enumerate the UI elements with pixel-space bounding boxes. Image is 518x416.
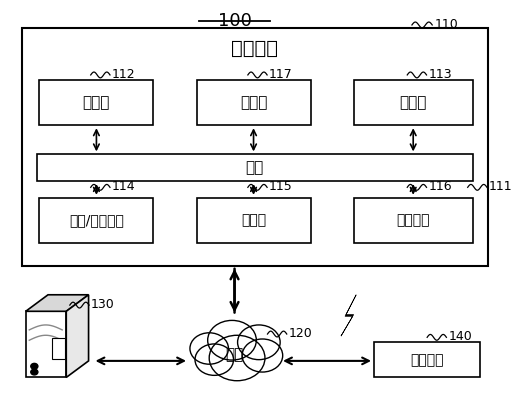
Text: 115: 115 [269,181,293,193]
Bar [52,338,65,359]
Bar [354,198,473,243]
Circle shape [242,339,283,372]
Bar [37,154,473,181]
Circle shape [31,369,38,375]
Text: 电子设备: 电子设备 [410,353,444,367]
Text: 网络: 网络 [225,347,243,362]
Bar [354,80,473,125]
Text: 113: 113 [428,68,452,81]
Text: 100: 100 [218,12,251,30]
Polygon shape [26,311,66,377]
Text: 120: 120 [289,327,312,340]
Circle shape [208,320,256,360]
Bar [39,80,153,125]
Text: 总线: 总线 [246,160,264,175]
Text: 物理键: 物理键 [240,95,267,110]
Text: 输入/输出模块: 输入/输出模块 [69,213,124,228]
Text: 116: 116 [428,181,452,193]
Text: 存储器: 存储器 [399,95,427,110]
Text: 电子设备: 电子设备 [232,39,278,57]
Polygon shape [26,295,89,311]
Circle shape [209,335,265,381]
Bar [196,80,311,125]
Text: 处理器: 处理器 [83,95,110,110]
Text: 111: 111 [489,181,513,193]
Bar [39,198,153,243]
Text: 117: 117 [269,68,293,81]
Text: 140: 140 [449,330,472,344]
Text: 130: 130 [91,298,115,311]
Text: 显示器: 显示器 [241,213,266,228]
Bar [374,342,480,377]
Text: 112: 112 [112,68,136,81]
Circle shape [190,333,228,364]
Polygon shape [66,295,89,377]
Circle shape [238,325,280,360]
Text: 通信模块: 通信模块 [396,213,430,228]
Text: 114: 114 [112,181,136,193]
Text: 110: 110 [435,18,458,32]
Circle shape [195,344,234,375]
Bar [196,198,311,243]
Circle shape [31,363,38,369]
Bar [22,28,488,266]
Polygon shape [341,295,356,336]
